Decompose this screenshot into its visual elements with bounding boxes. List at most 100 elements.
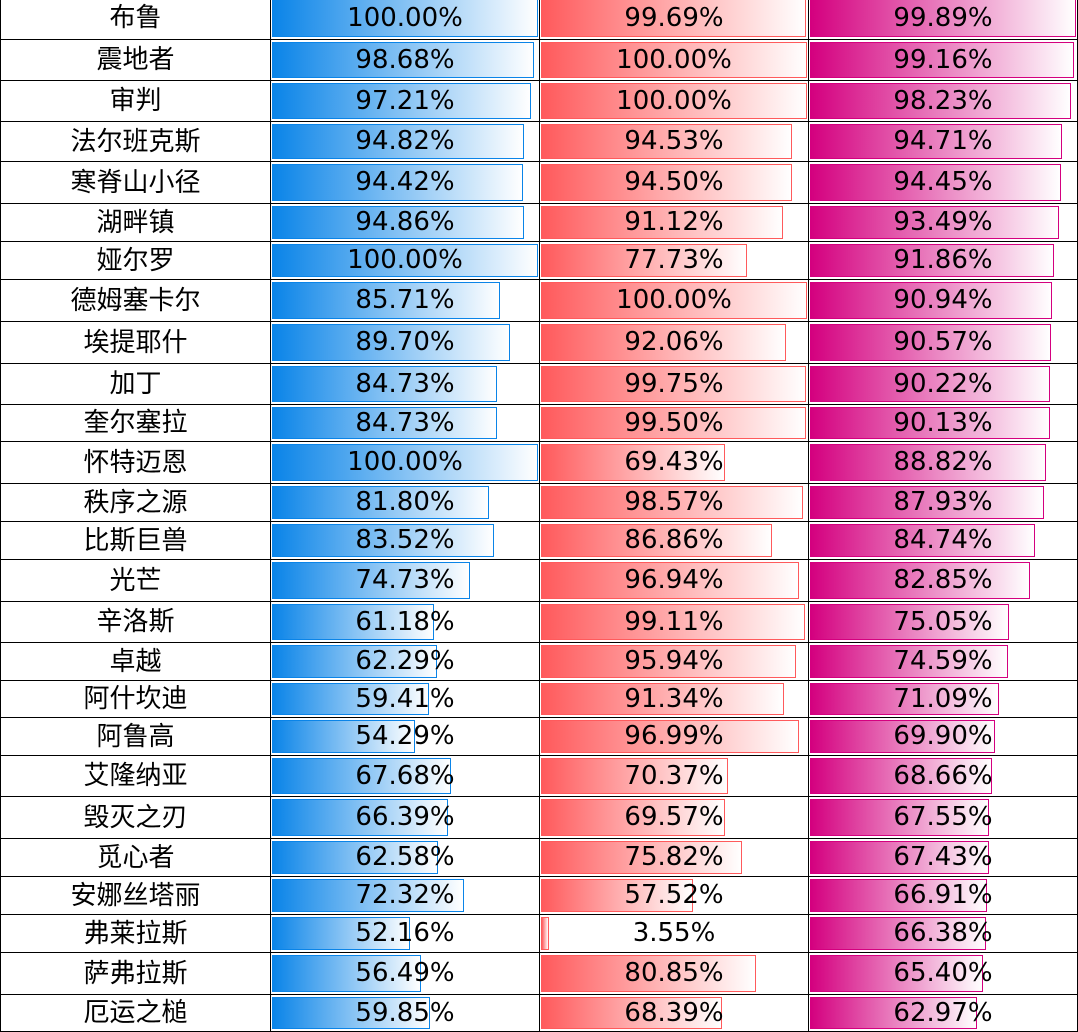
percent-cell-2: 86.86%	[539, 521, 809, 560]
percent-value: 62.58%	[355, 842, 455, 872]
table-row: 震地者 98.68% 100.00% 99.16%	[0, 39, 1078, 81]
percent-value: 83.52%	[355, 525, 455, 555]
server-name-cell: 阿鲁高	[0, 717, 271, 756]
percent-value: 84.74%	[893, 525, 993, 555]
percent-value: 100.00%	[616, 86, 732, 116]
blue-data-bar	[272, 683, 430, 715]
blue-data-bar	[272, 164, 524, 201]
percent-cell-1: 74.73%	[270, 559, 540, 602]
table-row: 奎尔塞拉 84.73% 99.50% 90.13%	[0, 404, 1078, 442]
percent-cell-3: 94.71%	[808, 121, 1078, 162]
blue-data-bar	[272, 444, 538, 481]
red-data-bar	[541, 407, 806, 439]
blue-data-bar	[272, 407, 498, 439]
percent-value: 71.09%	[893, 684, 993, 714]
percent-cell-1: 66.39%	[270, 796, 540, 839]
percent-cell-3: 90.22%	[808, 363, 1078, 405]
percent-cell-2: 91.34%	[539, 680, 809, 718]
blue-data-bar	[272, 758, 452, 794]
pink-data-bar	[810, 486, 1044, 519]
percent-value: 62.29%	[355, 646, 455, 676]
percent-value: 66.38%	[893, 918, 993, 948]
red-data-bar	[541, 282, 807, 319]
pink-data-bar	[810, 562, 1031, 599]
percent-value: 93.49%	[893, 207, 993, 237]
pink-data-bar	[810, 324, 1051, 361]
pink-data-bar	[810, 955, 984, 992]
percent-cell-2: 100.00%	[539, 39, 809, 81]
red-data-bar	[541, 645, 797, 678]
table-row: 审判 97.21% 100.00% 98.23%	[0, 80, 1078, 122]
blue-data-bar	[272, 562, 471, 599]
table-row: 布鲁 100.00% 99.69% 99.89%	[0, 0, 1078, 40]
server-name-cell: 加丁	[0, 363, 271, 405]
percent-value: 66.39%	[355, 802, 455, 832]
table-row: 娅尔罗 100.00% 77.73% 91.86%	[0, 241, 1078, 280]
percent-cell-3: 66.91%	[808, 876, 1078, 915]
red-data-bar	[541, 758, 728, 794]
percent-cell-1: 54.29%	[270, 717, 540, 756]
server-name-cell: 娅尔罗	[0, 241, 271, 280]
table-row: 湖畔镇 94.86% 91.12% 93.49%	[0, 203, 1078, 242]
table-row: 秩序之源 81.80% 98.57% 87.93%	[0, 483, 1078, 522]
table-row: 光芒 74.73% 96.94% 82.85%	[0, 559, 1078, 602]
percent-value: 90.57%	[893, 327, 993, 357]
percent-value: 94.71%	[893, 126, 993, 156]
percent-value: 94.86%	[355, 207, 455, 237]
percent-cell-3: 82.85%	[808, 559, 1078, 602]
percent-cell-2: 99.75%	[539, 363, 809, 405]
percent-cell-3: 91.86%	[808, 241, 1078, 280]
red-data-bar	[541, 720, 799, 753]
pink-data-bar	[810, 645, 1008, 678]
percent-cell-2: 69.57%	[539, 796, 809, 839]
percent-value: 61.18%	[355, 607, 455, 637]
red-data-bar	[541, 524, 772, 557]
table-row: 辛洛斯 61.18% 99.11% 75.05%	[0, 601, 1078, 643]
percent-value: 56.49%	[355, 958, 455, 988]
percent-value: 91.12%	[624, 207, 724, 237]
percent-cell-3: 75.05%	[808, 601, 1078, 643]
percent-cell-3: 99.16%	[808, 39, 1078, 81]
table-row: 艾隆纳亚 67.68% 70.37% 68.66%	[0, 755, 1078, 797]
percent-value: 75.05%	[893, 607, 993, 637]
percent-value: 69.43%	[624, 447, 724, 477]
percent-cell-2: 94.53%	[539, 121, 809, 162]
red-data-bar	[541, 879, 694, 912]
pink-data-bar	[810, 124, 1062, 159]
red-data-bar	[541, 683, 784, 715]
percent-cell-3: 67.43%	[808, 838, 1078, 877]
percent-value: 92.06%	[624, 327, 724, 357]
percent-cell-1: 84.73%	[270, 404, 540, 442]
percent-cell-1: 85.71%	[270, 279, 540, 322]
percent-value: 62.97%	[893, 998, 993, 1028]
server-name-cell: 奎尔塞拉	[0, 404, 271, 442]
percent-cell-3: 68.66%	[808, 755, 1078, 797]
server-name-cell: 审判	[0, 80, 271, 122]
percent-cell-2: 80.85%	[539, 952, 809, 995]
percent-value: 99.75%	[624, 369, 724, 399]
percent-cell-3: 65.40%	[808, 952, 1078, 995]
blue-data-bar	[272, 486, 490, 519]
percent-value: 72.32%	[355, 880, 455, 910]
percent-cell-1: 94.82%	[270, 121, 540, 162]
percent-value: 69.57%	[624, 802, 724, 832]
percent-value: 59.85%	[355, 998, 455, 1028]
server-name-cell: 震地者	[0, 39, 271, 81]
percent-cell-2: 96.99%	[539, 717, 809, 756]
red-data-bar	[541, 604, 805, 640]
table-row: 比斯巨兽 83.52% 86.86% 84.74%	[0, 521, 1078, 560]
percent-cell-3: 99.89%	[808, 0, 1078, 40]
percent-value: 100.00%	[347, 3, 463, 33]
percent-cell-3: 69.90%	[808, 717, 1078, 756]
pink-data-bar	[810, 366, 1050, 402]
percent-value: 65.40%	[893, 958, 993, 988]
percent-cell-2: 92.06%	[539, 321, 809, 364]
percent-cell-3: 90.13%	[808, 404, 1078, 442]
percent-value: 98.68%	[355, 45, 455, 75]
percent-value: 86.86%	[624, 525, 724, 555]
server-name-cell: 德姆塞卡尔	[0, 279, 271, 322]
pink-data-bar	[810, 407, 1050, 439]
percent-value: 80.85%	[624, 958, 724, 988]
percent-value: 59.41%	[355, 684, 455, 714]
